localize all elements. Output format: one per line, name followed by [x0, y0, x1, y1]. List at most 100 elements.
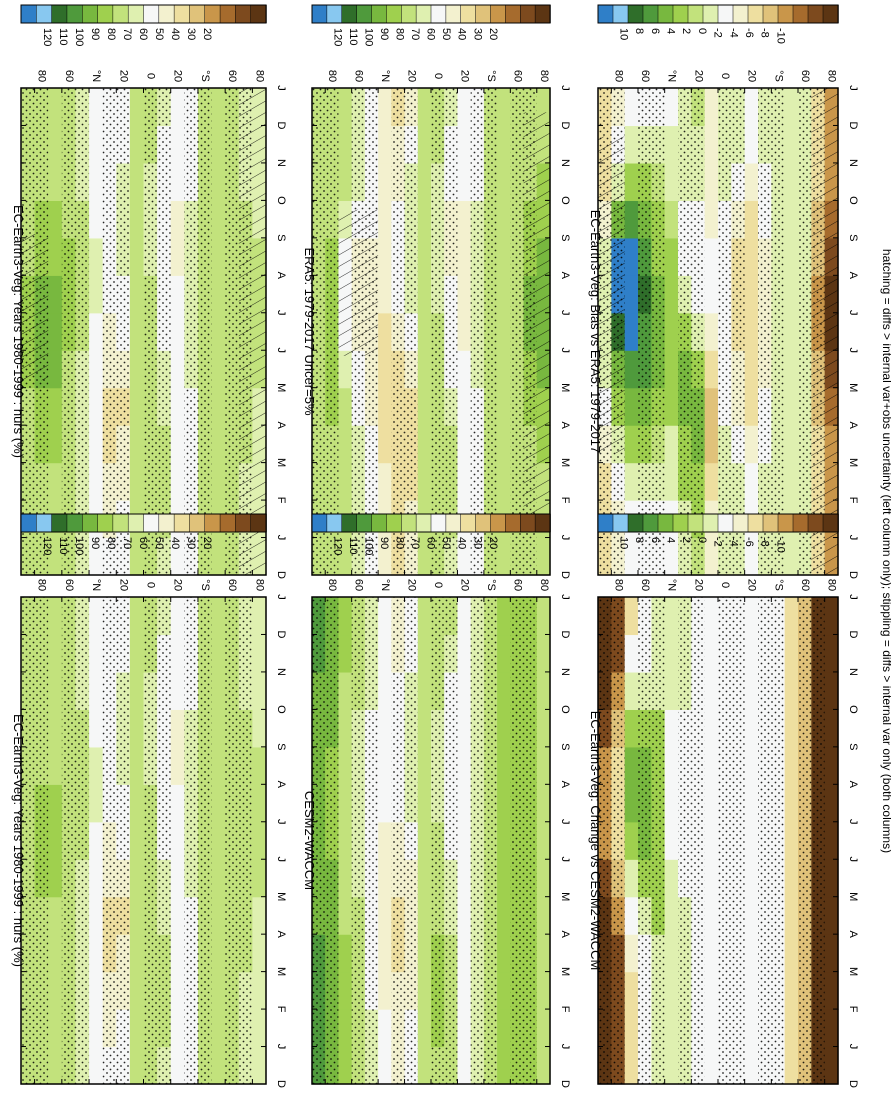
heat-cell [170, 1009, 185, 1048]
colorbar-swatch [717, 513, 734, 533]
heat-cell [211, 350, 226, 389]
heat-cell [170, 462, 185, 501]
colorbar-swatch [158, 4, 175, 24]
heat-cell [624, 200, 639, 239]
month-label: J [847, 535, 859, 541]
heat-cell [48, 537, 63, 576]
heat-cell [624, 709, 639, 748]
colorbar-swatch [627, 513, 644, 533]
heat-cell [48, 709, 63, 748]
month-label: S [847, 234, 859, 241]
colorbar-frame [20, 513, 267, 533]
stipple-band [510, 597, 524, 1084]
heat-cell [784, 312, 799, 351]
lat-label: 80 [36, 579, 48, 591]
lat-label: 80 [326, 579, 338, 591]
heat-cell [824, 671, 839, 710]
heat-cell [664, 312, 679, 351]
month-label: O [275, 196, 287, 205]
heat-cell [497, 1046, 511, 1085]
colorbar-label: -2 [712, 28, 724, 38]
stipple-band [238, 597, 253, 1084]
colorbar-label: 6 [649, 28, 661, 34]
colorbar-label: 120 [41, 537, 53, 555]
heat-cell [536, 537, 551, 576]
heat-cell [211, 971, 226, 1010]
stippling [312, 597, 537, 1084]
heat-cell [48, 634, 63, 673]
heat-cell [211, 1009, 226, 1048]
heat-cell [536, 634, 551, 673]
stipple-band [102, 597, 117, 1084]
month-label: J [559, 347, 571, 353]
colorbar-swatch [445, 4, 462, 24]
heat-cell [704, 746, 719, 785]
stipple-band [143, 597, 158, 1084]
heat-cell [129, 746, 145, 785]
heat-cell [457, 312, 472, 351]
stipple-band [312, 597, 326, 1084]
stipple-band [325, 88, 339, 575]
heat-cell [338, 462, 353, 501]
heat-cell [497, 1009, 511, 1048]
colorbar-swatch [356, 4, 373, 24]
heat-cell [129, 237, 145, 276]
colorbar-swatch [460, 4, 477, 24]
month-label: D [559, 571, 571, 579]
heat-cell [129, 934, 145, 973]
heat-cell [338, 1009, 353, 1048]
hatch-region [523, 112, 550, 527]
colorbar-swatch [235, 513, 252, 533]
heat-cell [378, 671, 392, 710]
panel-title: EC-Earth3-Veg: Change vs CESM2-WACCM [588, 711, 603, 971]
colorbar-swatch [505, 4, 522, 24]
heat-cell [824, 709, 839, 748]
stipple-band [444, 88, 458, 575]
stipple-band [470, 597, 484, 1084]
month-label: M [559, 967, 571, 976]
heat-cell [536, 1009, 551, 1048]
month-label: J [847, 819, 859, 825]
heat-cell [664, 709, 679, 748]
lat-label: 0 [145, 73, 157, 79]
heat-cell [664, 597, 679, 636]
heat-cell [704, 971, 719, 1010]
heat-cell [784, 709, 799, 748]
stipple-band [678, 597, 692, 1084]
month-label: J [847, 1044, 859, 1050]
stipple-band [798, 597, 812, 1084]
month-label: J [847, 347, 859, 353]
colorbar-label: 4 [665, 537, 677, 543]
lat-label: 60 [226, 70, 238, 82]
stipple-band [61, 597, 76, 1084]
stipple-band [798, 88, 812, 575]
heat-cell [211, 597, 226, 636]
heat-cell [48, 462, 63, 501]
colorbar-swatch [627, 4, 644, 24]
heat-cell [378, 597, 392, 636]
heat-cell [784, 387, 799, 426]
heat-cell [784, 934, 799, 973]
heat-cell [824, 934, 839, 973]
heat-cell [784, 200, 799, 239]
heat-cell [378, 88, 392, 127]
colorbar-swatch [597, 4, 614, 24]
heat-cell [48, 200, 63, 239]
heat-cell [211, 425, 226, 464]
heat-cell [338, 746, 353, 785]
lat-label: 60 [799, 579, 811, 591]
month-label: O [847, 196, 859, 205]
month-label: A [559, 272, 571, 280]
month-label: O [559, 705, 571, 714]
heat-cell [129, 162, 145, 201]
heat-cell [744, 275, 759, 314]
heat-cell [704, 162, 719, 201]
heat-cell [338, 634, 353, 673]
heat-cell [536, 1046, 551, 1085]
stipple-band [771, 88, 785, 575]
heat-cell [704, 896, 719, 935]
heat-cell [89, 597, 104, 636]
heat-cell [497, 934, 511, 973]
heat-cell [89, 784, 104, 823]
